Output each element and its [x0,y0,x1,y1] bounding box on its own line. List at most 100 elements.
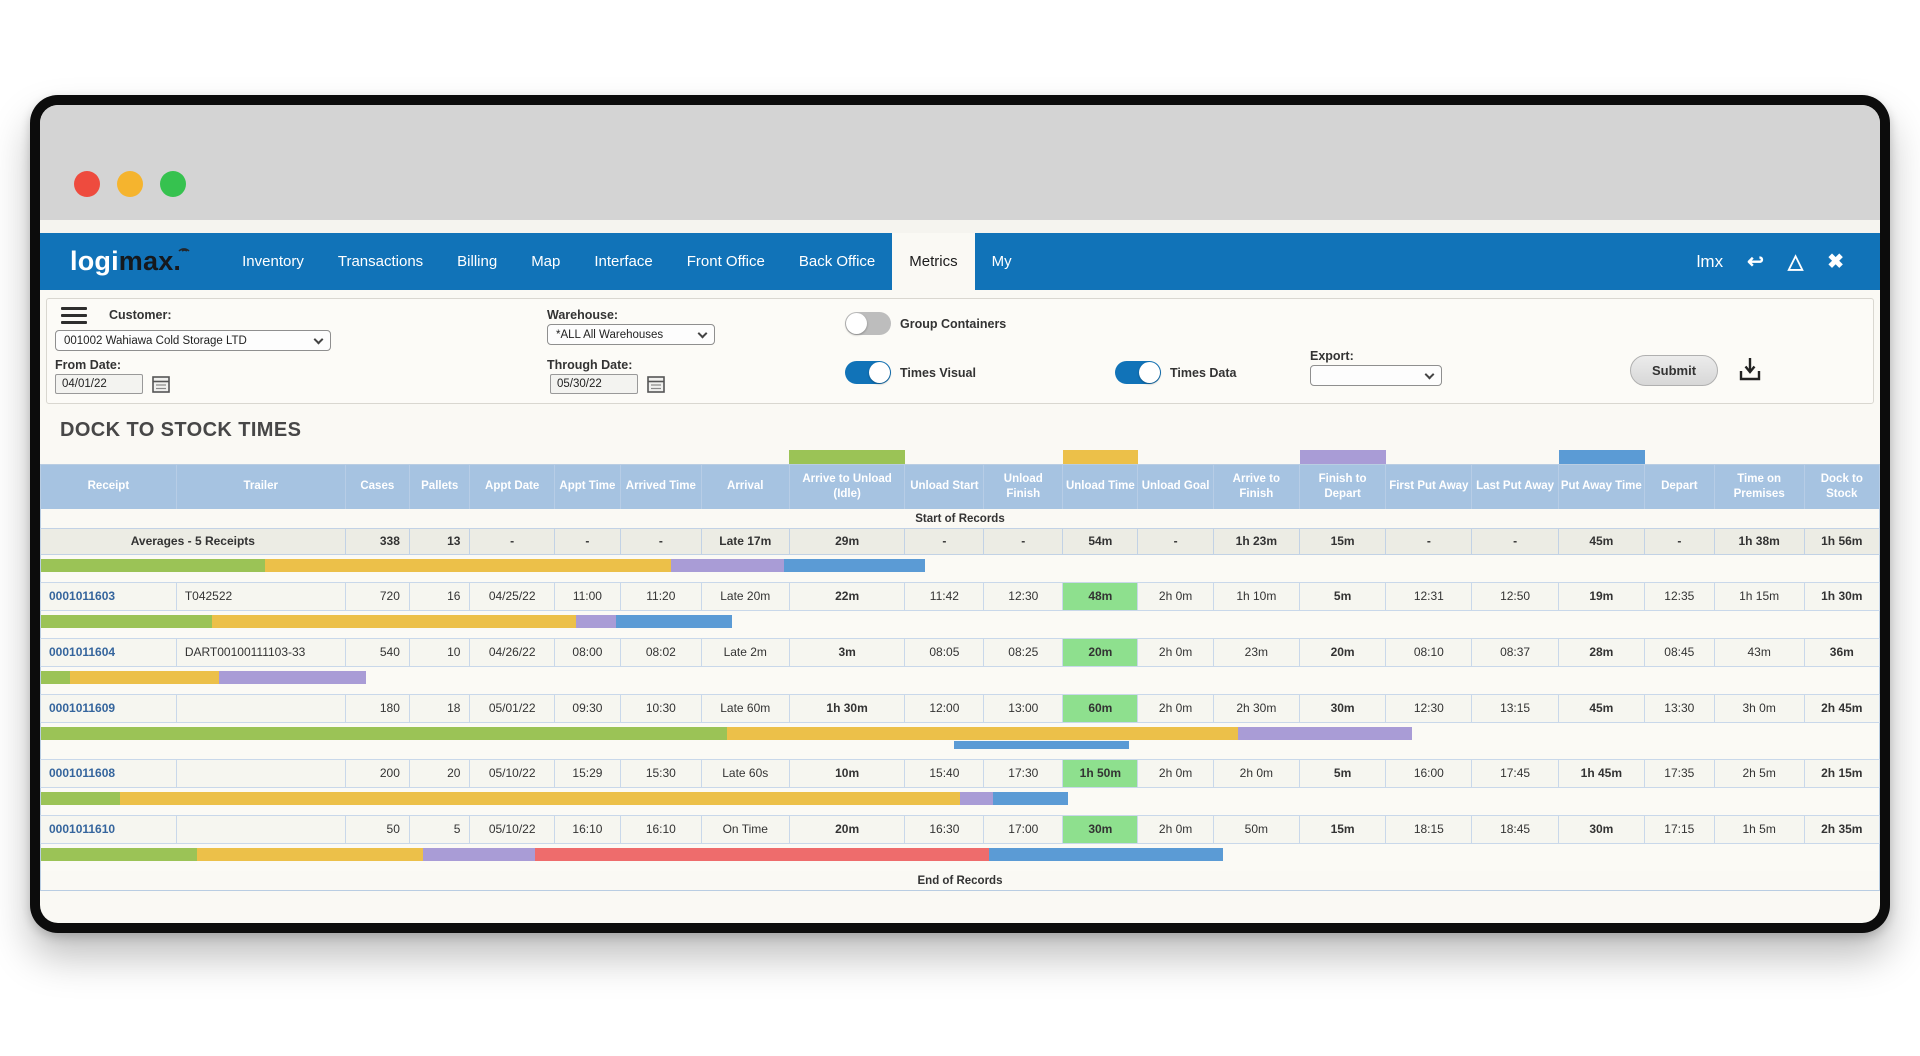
group-containers-toggle[interactable]: Group Containers [845,312,1006,335]
cell-first-put-away: 16:00 [1385,758,1473,788]
triangle-delta-icon[interactable]: △ [1787,250,1804,273]
bar-segment-yellow [70,670,220,684]
customer-select[interactable]: 001002 Wahiawa Cold Storage LTD [55,330,331,351]
timeline-bar-row [40,610,1880,638]
logimax-logo[interactable]: logi max. [70,233,195,290]
export-select[interactable] [1310,365,1442,386]
cell-depart: 17:15 [1643,814,1715,844]
bar-segment-yellow [726,726,1238,740]
cell-cases: 180 [344,693,410,723]
bar-segment-purple [219,670,367,684]
warehouse-select[interactable]: *ALL All Warehouses [547,324,715,345]
cell-appt-date: - [469,527,555,555]
cell-put-away-time: 19m [1557,581,1645,611]
cell-arrival: Late 2m [700,637,790,667]
close-window-icon[interactable] [74,171,100,197]
cell-depart: 12:35 [1643,581,1715,611]
cell-arrival: Late 60s [700,758,790,788]
toggle-label: Times Visual [900,365,976,380]
cell-last-put-away: 18:45 [1471,814,1559,844]
column-header-last-put-away: Last Put Away [1471,464,1559,509]
cell-cases: 50 [344,814,410,844]
cell-time-on-premises: 1h 5m [1713,814,1805,844]
from-date-input[interactable] [55,374,143,394]
browser-window: logi max. Inventory Transactions Billing Map… [30,95,1890,933]
column-header-first-put-away: First Put Away [1385,464,1473,509]
cell-unload-time: 1h 50m [1062,758,1139,788]
times-data-toggle[interactable]: Times Data [1115,361,1236,384]
undo-arrow-icon[interactable]: ↩ [1747,250,1764,273]
close-icon[interactable]: ✖ [1827,250,1844,273]
cell-unload-time: 54m [1062,527,1139,555]
submit-button[interactable]: Submit [1630,355,1718,386]
nav-item-map[interactable]: Map [531,253,561,270]
cell-cases: 540 [344,637,410,667]
nav-item-transactions[interactable]: Transactions [337,253,424,270]
cell-arrival: Late 17m [700,527,790,555]
cell-unload-finish: - [983,527,1064,555]
cell-unload-time: 20m [1062,637,1139,667]
cell-dock-to-stock: 1h 30m [1803,581,1880,611]
cell-unload-goal: 2h 0m [1137,814,1214,844]
toggle-switch[interactable] [1115,361,1161,384]
bar-segment-blue [993,791,1069,805]
dock-to-stock-table: Receipt Trailer Cases Pallets Appt Date Appt … [40,464,1880,891]
cell-arrived-time: 08:02 [619,637,702,667]
customer-select-value: 001002 Wahiawa Cold Storage LTD [64,334,247,347]
cell-cases: 338 [344,527,410,555]
titlebar-strip [40,220,1880,233]
cell-put-away-time: 30m [1557,814,1645,844]
nav-item-metrics[interactable]: Metrics [892,233,975,290]
cell-pallets: 13 [408,527,471,555]
timeline-bar [40,843,1880,871]
receipt-link[interactable]: 0001011608 [40,758,177,788]
cell-appt-date: 05/10/22 [469,814,555,844]
table-header-row: Receipt Trailer Cases Pallets Appt Date Appt … [40,464,1880,509]
nav-item-back-office[interactable]: Back Office [798,253,876,270]
cell-arrive-to-finish: 1h 23m [1212,527,1300,555]
nav-item-inventory[interactable]: Inventory [242,253,304,270]
timeline-bar [40,610,1880,638]
calendar-icon[interactable] [646,374,666,394]
cell-put-away-time: 45m [1557,527,1645,555]
bar-segment-green [41,670,71,684]
cell-time-on-premises: 1h 15m [1713,581,1805,611]
maximize-window-icon[interactable] [160,171,186,197]
toggle-switch[interactable] [845,312,891,335]
chevron-down-icon [697,328,708,338]
receipt-link[interactable]: 0001011609 [40,693,177,723]
receipt-link[interactable]: 0001011610 [40,814,177,844]
column-header-cases: Cases [345,464,410,509]
cell-finish-to-depart: 20m [1298,637,1387,667]
nav-items: Inventory Transactions Billing Map Interface… [225,233,1028,290]
minimize-window-icon[interactable] [117,171,143,197]
receipt-link[interactable]: 0001011603 [40,581,177,611]
column-header-dock-to-stock: Dock to Stock [1804,464,1880,509]
table-row: 0001011603 T042522 720 16 04/25/22 11:00 11:20… [40,581,1880,611]
cell-pallets: 10 [408,637,471,667]
download-icon[interactable] [1735,354,1765,384]
toggle-switch[interactable] [845,361,891,384]
user-label: lmx [1696,251,1724,271]
times-visual-toggle[interactable]: Times Visual [845,361,976,384]
cell-arrive-to-unload-idle-: 29m [788,527,906,555]
through-date-input[interactable] [550,374,638,394]
cell-arrived-time: 10:30 [619,693,702,723]
nav-item-billing[interactable]: Billing [457,253,498,270]
nav-item-interface[interactable]: Interface [594,253,653,270]
cell-appt-date: 04/25/22 [469,581,555,611]
bar-segment-purple [1237,726,1413,740]
receipt-link[interactable]: 0001011604 [40,637,177,667]
cell-unload-start: 08:05 [904,637,985,667]
cell-last-put-away: - [1471,527,1559,555]
cell-arrive-to-finish: 2h 30m [1212,693,1300,723]
nav-item-front-office[interactable]: Front Office [686,253,765,270]
table-row: 0001011610 50 5 05/10/22 16:10 16:10 On Time 20… [40,814,1880,844]
hamburger-menu-icon[interactable] [61,307,87,324]
purple-legend-chip [1299,450,1387,464]
nav-item-my[interactable]: My [991,253,1012,270]
cell-appt-time: 08:00 [553,637,621,667]
column-header-unload-goal: Unload Goal [1137,464,1214,509]
column-header-unload-time: Unload Time [1062,464,1139,509]
calendar-icon[interactable] [151,374,171,394]
